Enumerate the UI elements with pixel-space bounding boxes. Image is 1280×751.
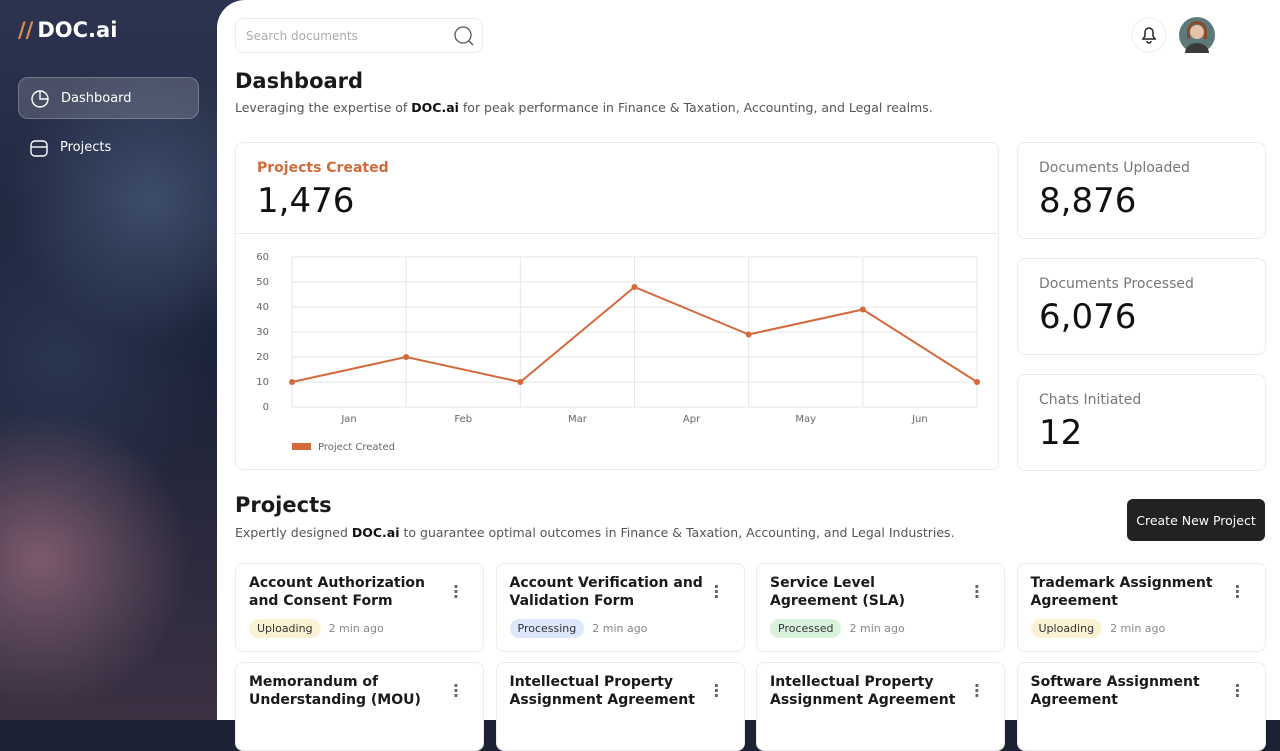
y-tick-label: 50 [256,277,269,288]
legend-label: Project Created [318,442,395,453]
project-title: Account Authorization and Consent Form [249,575,426,609]
stat-label: Chats Initiated [1039,392,1142,408]
subtitle-text: to guarantee optimal outcomes in Finance… [399,525,955,540]
data-point [517,379,524,385]
project-card[interactable]: Intellectual Property Assignment Agreeme… [756,662,1005,751]
project-time: 2 min ago [1110,622,1166,635]
sidebar: //DOC.ai Dashboard Projects [0,0,240,720]
kebab-menu[interactable]: ... [713,573,720,602]
project-card[interactable]: Service Level Agreement (SLA)... Processe… [756,563,1005,652]
y-tick-label: 10 [256,377,269,388]
project-card[interactable]: Trademark Assignment Agreement... Uploadi… [1016,563,1266,652]
kebab-menu[interactable]: ... [1234,573,1241,602]
y-tick-label: 60 [256,252,269,263]
avatar[interactable] [1179,17,1215,53]
stat-value: 1,476 [257,181,355,221]
nav-icon [30,140,48,157]
legend-swatch [292,443,311,450]
subtitle-text: for peak performance in Finance & Taxati… [458,100,933,115]
kebab-menu[interactable]: ... [973,672,980,701]
x-tick-label: Jun [911,414,928,425]
data-point [859,306,866,313]
data-point [974,379,980,385]
line-chart: 0 10 20 30 40 50 60 Jan Feb Mar Apr May Jun Project C… [256,252,980,453]
stat-card: Chats Initiated 12 [1017,374,1266,471]
project-card[interactable]: Intellectual Property Assignment Agreeme… [495,662,745,751]
project-title: Intellectual Property Assignment Agreeme… [509,674,695,708]
nav-label: Dashboard [61,91,132,106]
x-tick-label: Apr [683,414,701,425]
stat-value: 12 [1039,413,1083,453]
project-meta: Processed 2 min ago [770,619,905,638]
project-card[interactable]: Account Authorization and Consent Form..… [235,563,484,652]
project-title: Memorandum of Understanding (MOU) [249,674,421,708]
section-title: Projects [235,493,332,517]
chart-header: Projects Created 1,476 [236,143,998,234]
project-time: 2 min ago [592,622,648,635]
search-placeholder: Search documents [246,29,358,43]
nav-label: Projects [60,140,112,155]
y-tick-label: 20 [256,352,269,363]
chart-card: Projects Created 1,476 0 10 20 30 40 50 60 Jan F… [235,142,999,470]
project-title: Account Verification and Validation Form [509,575,703,609]
stat-label: Projects Created [257,160,389,176]
subtitle-text: Expertly designed [235,525,352,540]
x-tick-label: Mar [568,414,588,425]
stat-value: 6,076 [1039,297,1137,337]
section-subtitle: Expertly designed DOC.ai to guarantee op… [235,525,955,540]
status-badge: Processing [509,619,585,638]
project-title: Software Assignment Agreement [1030,674,1200,708]
data-point [745,331,752,338]
project-meta: Processing 2 min ago [509,619,648,638]
project-title: Trademark Assignment Agreement [1030,575,1213,609]
project-time: 2 min ago [328,622,384,635]
stat-label: Documents Processed [1039,276,1194,292]
data-point [289,379,295,385]
search-box[interactable]: Search documents [235,18,483,53]
status-badge: Processed [770,619,842,638]
create-project-button[interactable]: Create New Project [1127,499,1265,541]
subtitle-brand: DOC.ai [351,525,400,540]
nav-icon [31,90,49,108]
search-icon [454,26,474,46]
x-tick-label: Feb [454,414,472,425]
kebab-menu[interactable]: ... [1234,672,1241,701]
project-meta: Uploading 2 min ago [249,619,384,638]
nav-item[interactable]: Projects [18,127,199,169]
data-point [631,284,638,290]
data-point [403,354,410,360]
x-tick-label: May [795,414,816,425]
kebab-menu[interactable]: ... [713,672,720,701]
project-title: Intellectual Property Assignment Agreeme… [770,674,956,708]
kebab-menu[interactable]: ... [452,573,459,602]
status-badge: Uploading [249,619,321,638]
kebab-menu[interactable]: ... [452,672,459,701]
bell-button[interactable] [1131,17,1167,53]
y-tick-label: 40 [256,302,269,313]
stat-card: Documents Processed 6,076 [1017,258,1266,355]
project-card[interactable]: Account Verification and Validation Form… [495,563,745,652]
subtitle-text: Leveraging the expertise of [235,100,412,115]
nav-item[interactable]: Dashboard [18,77,199,119]
stat-card: Documents Uploaded 8,876 [1017,142,1266,239]
brand-name: DOC.ai [37,18,118,42]
brand: //DOC.ai [18,18,118,42]
subtitle-brand: DOC.ai [411,100,459,115]
page-subtitle: Leveraging the expertise of DOC.ai for p… [235,100,933,115]
page-title: Dashboard [235,69,364,93]
project-time: 2 min ago [849,622,905,635]
stat-value: 8,876 [1039,181,1137,221]
stat-label: Documents Uploaded [1039,160,1190,176]
y-tick-label: 30 [256,327,269,338]
kebab-menu[interactable]: ... [973,573,980,602]
main: Search documents Dashboard Leveraging th… [217,0,1280,751]
y-tick-label: 0 [263,402,269,413]
x-tick-label: Jan [340,414,356,425]
project-meta: Uploading 2 min ago [1030,619,1166,638]
project-title: Service Level Agreement (SLA) [770,575,906,609]
project-card[interactable]: Memorandum of Understanding (MOU)... [235,662,484,751]
project-card[interactable]: Software Assignment Agreement... [1016,662,1266,751]
status-badge: Uploading [1030,619,1103,638]
